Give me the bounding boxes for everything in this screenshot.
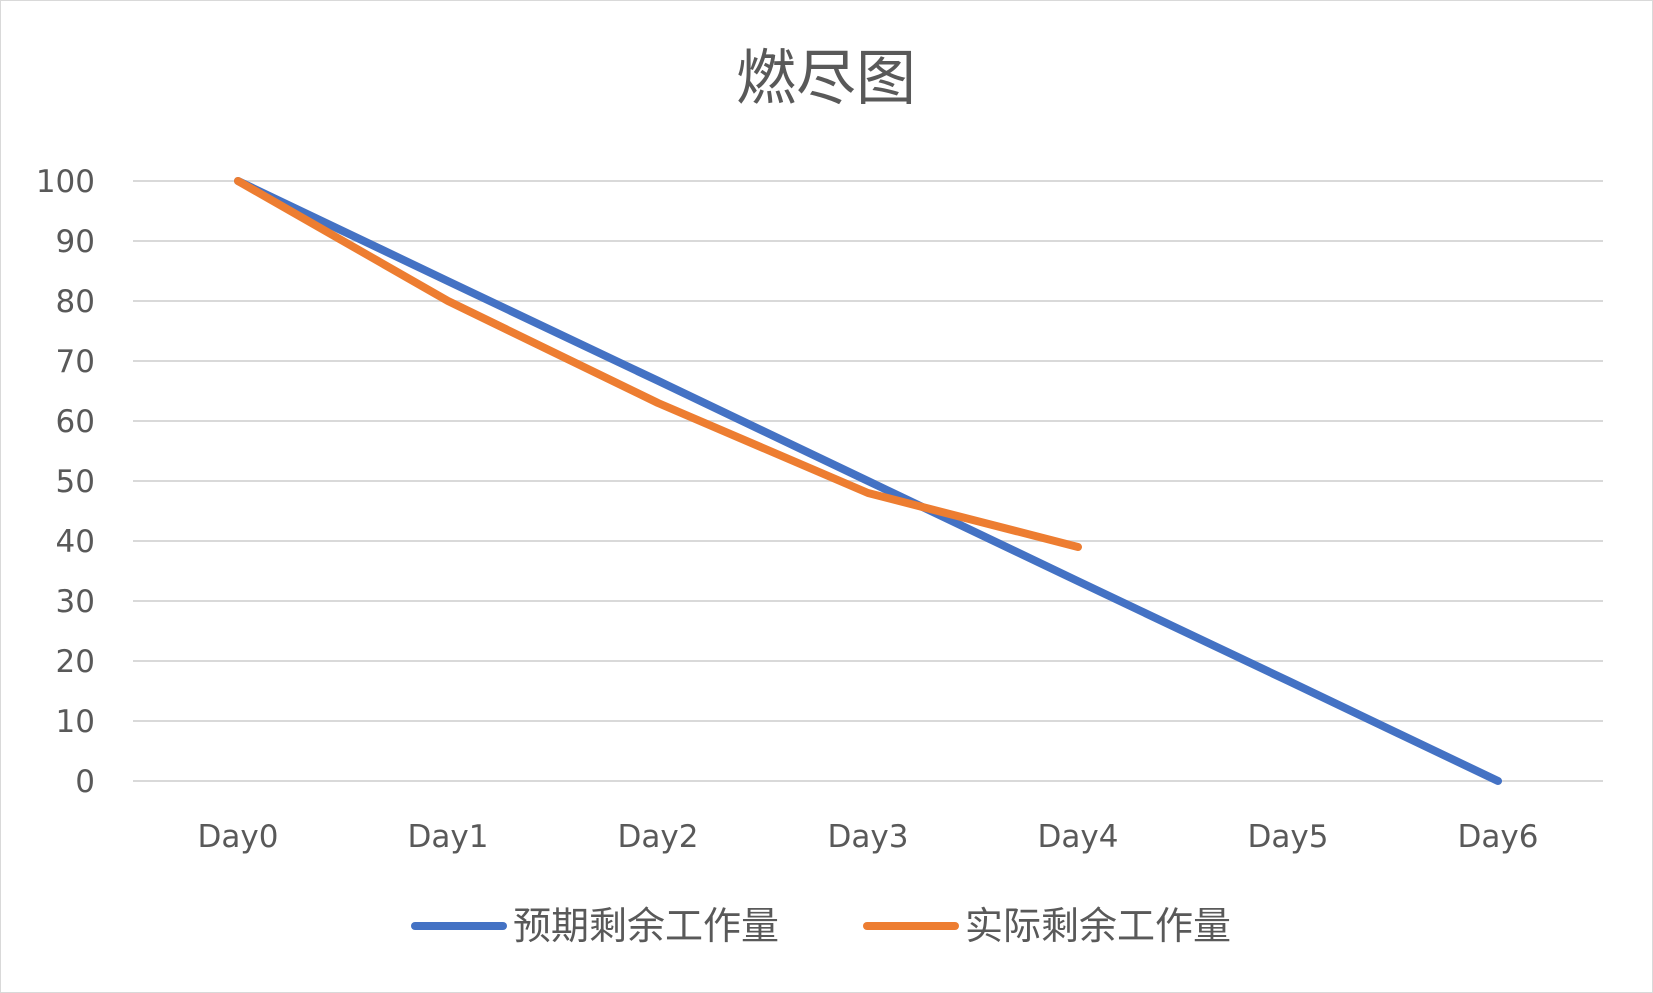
legend-label: 实际剩余工作量 [965, 904, 1231, 948]
data-point [1078, 581, 1079, 582]
legend-label: 预期剩余工作量 [513, 904, 779, 948]
y-tick-label: 70 [56, 344, 95, 380]
x-tick-label: Day6 [1458, 819, 1539, 855]
x-axis-ticks: Day0 Day1 Day2 Day3 Day4 Day5 Day6 [198, 819, 1539, 855]
y-tick-label: 50 [56, 464, 95, 500]
y-tick-label: 10 [56, 704, 95, 740]
x-tick-label: Day1 [408, 819, 489, 855]
data-point [868, 493, 869, 494]
x-tick-label: Day2 [618, 819, 699, 855]
legend-item-1[interactable]: 实际剩余工作量 [863, 904, 1231, 948]
series-lines [234, 177, 1502, 785]
legend[interactable]: 预期剩余工作量 实际剩余工作量 [411, 904, 1231, 948]
y-tick-label: 80 [56, 284, 95, 320]
legend-item-0[interactable]: 预期剩余工作量 [411, 904, 779, 948]
y-tick-label: 30 [56, 584, 95, 620]
y-tick-label: 40 [56, 524, 95, 560]
series-line-0 [234, 177, 1502, 785]
chart-title: 燃尽图 [736, 44, 916, 114]
x-tick-label: Day3 [828, 819, 909, 855]
series-line-1 [234, 177, 1082, 551]
data-point [1498, 781, 1499, 782]
data-point [658, 403, 659, 404]
data-point [658, 380, 659, 381]
y-tick-label: 20 [56, 644, 95, 680]
x-tick-label: Day4 [1038, 819, 1119, 855]
data-point [238, 181, 239, 182]
data-point [868, 481, 869, 482]
x-tick-label: Day5 [1248, 819, 1329, 855]
data-point [448, 301, 449, 302]
x-tick-label: Day0 [198, 819, 279, 855]
y-tick-label: 90 [56, 224, 95, 260]
y-tick-label: 0 [75, 764, 95, 800]
data-point [1078, 547, 1079, 548]
data-point [1288, 680, 1289, 681]
y-axis-ticks: 0 10 20 30 40 50 60 70 80 90 100 [36, 164, 95, 800]
y-tick-label: 60 [56, 404, 95, 440]
data-point [448, 281, 449, 282]
y-tick-label: 100 [36, 164, 95, 200]
